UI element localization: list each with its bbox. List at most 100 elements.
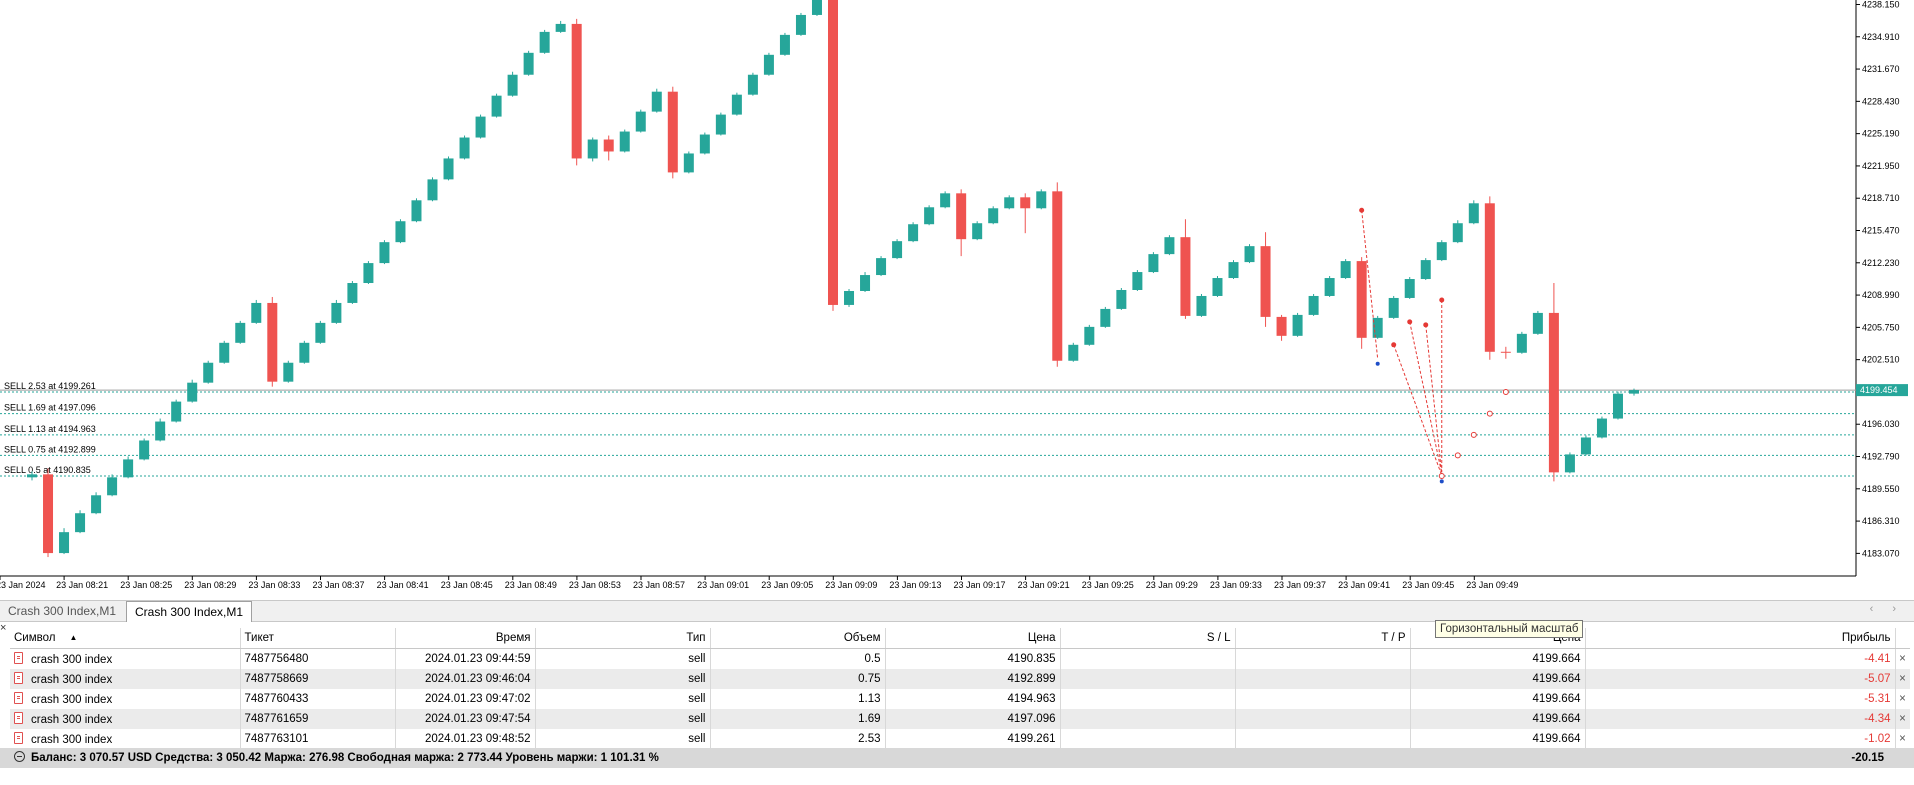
y-tick-label: 4183.070	[1862, 548, 1900, 558]
cell-symbol: crash 300 index	[31, 714, 113, 726]
cell-ticket: 7487760433	[240, 689, 396, 709]
candle-body	[811, 0, 822, 15]
cell-current-price: 4199.664	[1410, 648, 1586, 669]
trade-marker	[1423, 322, 1429, 328]
x-tick-label: 23 Jan 08:57	[633, 580, 685, 590]
cell-volume: 0.5	[710, 648, 886, 669]
terminal-close-icon[interactable]: ×	[0, 622, 7, 634]
col-type[interactable]: Тип	[535, 628, 711, 649]
col-price[interactable]: Цена	[885, 628, 1061, 649]
close-position-icon[interactable]: ×	[1899, 693, 1906, 705]
table-row[interactable]: crash 300 index 7487761659 2024.01.23 09…	[10, 709, 1910, 729]
candle-body	[956, 193, 967, 240]
cell-tp[interactable]	[1235, 669, 1411, 689]
positions-table: Символ ▲ Тикет Время Тип Объем Цена S / L…	[10, 628, 1910, 749]
close-position-icon[interactable]: ×	[1895, 669, 1910, 689]
trade-connector	[1409, 321, 1443, 474]
cell-price: 4192.899	[885, 669, 1061, 689]
candle-body	[1308, 295, 1319, 315]
cell-price: 4194.963	[885, 689, 1061, 709]
candle-body	[1420, 260, 1431, 280]
cell-sl[interactable]	[1060, 669, 1236, 689]
candle-body	[587, 139, 598, 159]
candle-body	[1596, 418, 1607, 438]
y-tick-label: 4218.710	[1862, 193, 1900, 203]
y-tick-label: 4192.790	[1862, 452, 1900, 462]
cell-tp[interactable]	[1235, 648, 1411, 669]
cell-symbol: crash 300 index	[31, 654, 113, 666]
cell-tp[interactable]	[1235, 709, 1411, 729]
candle-body	[507, 74, 518, 96]
col-symbol[interactable]: Символ ▲	[10, 628, 241, 649]
candle-body	[1228, 262, 1239, 279]
cell-sl[interactable]	[1060, 729, 1236, 749]
cell-tp[interactable]	[1235, 689, 1411, 709]
candle-body	[1436, 242, 1447, 261]
x-tick-label: 23 Jan 09:33	[1210, 580, 1262, 590]
cell-tp[interactable]	[1235, 729, 1411, 749]
col-tp[interactable]: T / P	[1235, 628, 1411, 649]
candle-body	[972, 223, 983, 240]
candle-body	[1324, 278, 1335, 296]
cell-sl[interactable]	[1060, 648, 1236, 669]
cell-symbol: crash 300 index	[31, 694, 113, 706]
candle-body	[571, 23, 582, 159]
candle-body	[747, 74, 758, 95]
candle-body	[1629, 390, 1639, 394]
y-tick-label: 4208.990	[1862, 290, 1900, 300]
table-row[interactable]: crash 300 index 7487758669 2024.01.23 09…	[10, 669, 1910, 689]
cell-sl[interactable]	[1060, 709, 1236, 729]
cell-profit: -1.02	[1585, 729, 1896, 749]
col-volume[interactable]: Объем	[710, 628, 886, 649]
tab-chart-2[interactable]: Crash 300 Index,M1	[126, 601, 253, 622]
tab-scroll-arrows[interactable]: ‹ ›	[1869, 603, 1904, 615]
col-ticket[interactable]: Тикет	[240, 628, 396, 649]
cell-current-price: 4199.664	[1410, 689, 1586, 709]
entry-marker	[1439, 479, 1444, 484]
tab-chart-1[interactable]: Crash 300 Index,M1	[8, 604, 117, 618]
candle-body	[876, 258, 887, 276]
x-tick-label: 23 Jan 09:17	[954, 580, 1006, 590]
trade-marker	[1439, 297, 1445, 303]
y-tick-label: 4225.190	[1862, 129, 1900, 139]
col-time[interactable]: Время	[395, 628, 536, 649]
candlestick-chart[interactable]: 4238.150 4234.910 4231.670 4228.430 4225.190…	[0, 0, 1914, 600]
col-sl[interactable]: S / L	[1060, 628, 1236, 649]
cell-profit: -5.07	[1585, 669, 1896, 689]
candle-body	[940, 193, 951, 208]
y-tick-label: 4196.030	[1862, 419, 1900, 429]
candle-body	[779, 34, 790, 55]
cell-sl[interactable]	[1060, 689, 1236, 709]
candle-body	[523, 52, 534, 75]
candle-body	[1004, 197, 1015, 209]
x-tick-label: 23 Jan 2024	[0, 580, 46, 590]
candle-body	[139, 440, 150, 460]
table-row[interactable]: crash 300 index 7487756480 2024.01.23 09…	[10, 648, 1910, 669]
candle-body	[603, 139, 614, 152]
candle-body	[619, 131, 630, 152]
cell-symbol: crash 300 index	[31, 674, 113, 686]
candle-body	[267, 302, 278, 382]
cell-volume: 0.75	[710, 669, 886, 689]
col-profit[interactable]: Прибыль	[1585, 628, 1896, 649]
candle-body	[1036, 191, 1047, 209]
table-row[interactable]: crash 300 index 7487760433 2024.01.23 09…	[10, 689, 1910, 709]
x-tick-label: 23 Jan 09:21	[1018, 580, 1070, 590]
close-position-icon[interactable]: ×	[1899, 733, 1906, 745]
cell-time: 2024.01.23 09:47:54	[395, 709, 536, 729]
candle-body	[924, 207, 935, 225]
y-tick-label: 4212.230	[1862, 258, 1900, 268]
y-tick-label: 4202.510	[1862, 355, 1900, 365]
table-row[interactable]: crash 300 index 7487763101 2024.01.23 09…	[10, 729, 1910, 749]
collapse-icon[interactable]	[14, 751, 25, 762]
candle-body	[1484, 203, 1495, 352]
price-chart[interactable]: 4238.150 4234.910 4231.670 4228.430 4225.190…	[0, 0, 1914, 600]
y-tick-label: 4186.310	[1862, 516, 1900, 526]
cell-price: 4190.835	[885, 648, 1061, 669]
candle-body	[715, 114, 726, 135]
close-position-icon[interactable]: ×	[1899, 653, 1906, 665]
trade-marker	[1359, 207, 1365, 213]
position-icon	[14, 672, 23, 684]
close-position-icon[interactable]: ×	[1895, 709, 1910, 729]
candle-body	[828, 0, 838, 305]
